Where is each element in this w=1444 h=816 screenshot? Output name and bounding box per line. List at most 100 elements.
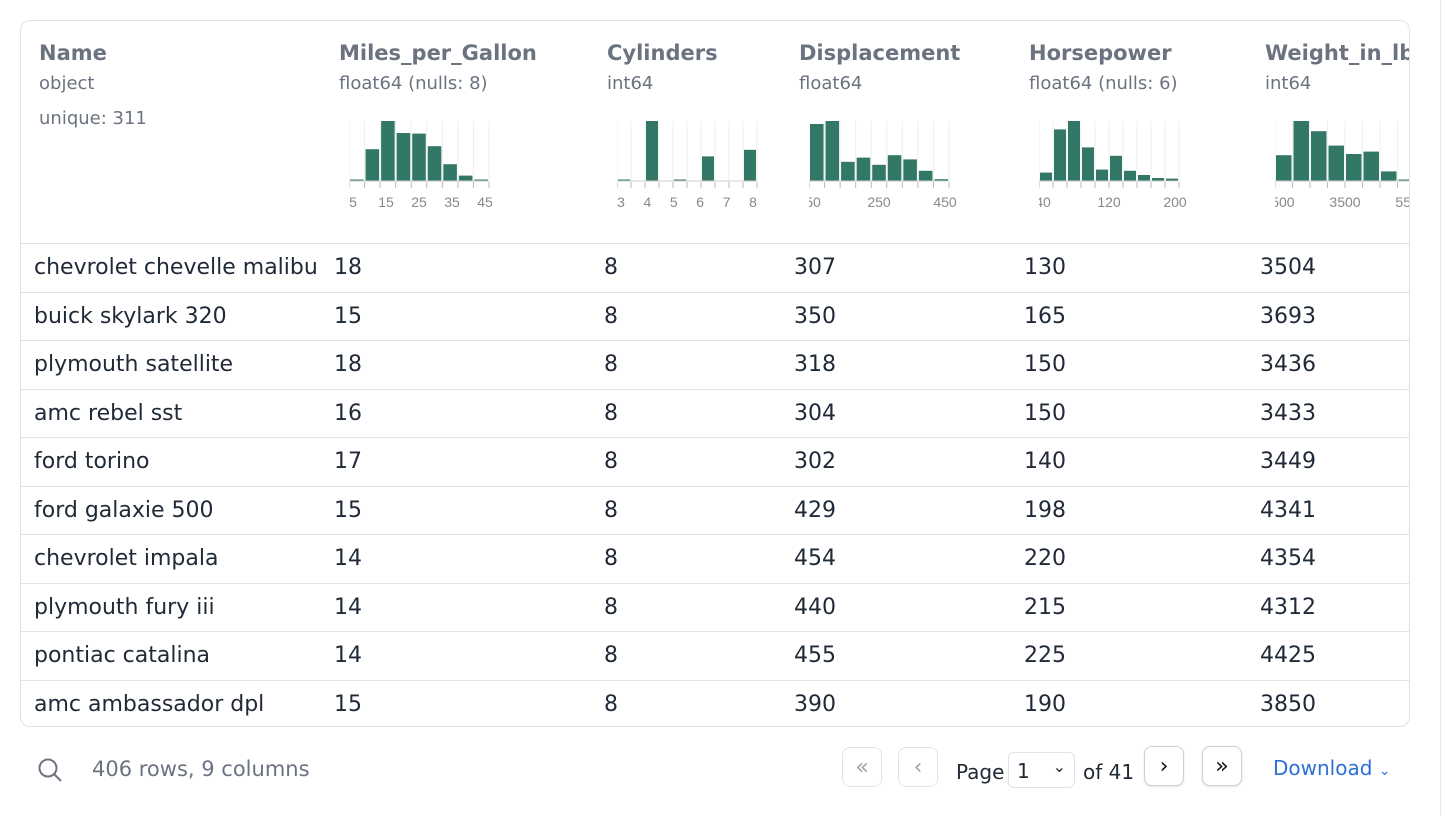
column-header-1[interactable]: Miles_per_Gallon float64 (nulls: 8) [339,41,537,94]
table-row[interactable]: chevrolet chevelle malibu 18 8 307 130 3504 [21,244,1409,293]
table-cell: 455 [794,643,836,668]
column-name: Horsepower [1029,41,1172,65]
table-cell: 14 [334,643,362,668]
histogram-bar [810,124,824,181]
histogram-bar [618,179,630,181]
table-row[interactable]: pontiac catalina 14 8 455 225 4425 [21,632,1409,681]
histogram-bar [458,175,473,181]
table-cell: 130 [1024,255,1066,280]
column-type: int64 [1265,73,1312,94]
tick-label: 250 [867,194,891,210]
tick-label: 1500 [1275,194,1295,210]
table-row[interactable]: plymouth fury iii 14 8 440 215 4312 [21,584,1409,632]
table-row[interactable]: ford galaxie 500 15 8 429 198 4341 [21,487,1409,535]
table-cell: 150 [1024,400,1066,426]
histogram-bar [427,146,442,181]
column-type: object [39,73,95,94]
tick-label: 45 [477,194,493,210]
table-cell: 15 [334,691,362,717]
tick-label: 200 [1163,194,1187,210]
table-cell: plymouth satellite [34,352,234,377]
page-select-value: 1 [1017,759,1030,783]
histogram-bar [1096,169,1108,181]
tick-label: 7 [723,194,731,210]
page-select[interactable]: 1 ⌄ [1008,752,1075,788]
scrollbar-track[interactable] [1440,0,1441,816]
histogram-bar [856,157,871,181]
histogram: 50 250 450 [809,121,957,210]
table-cell: 150 [1024,352,1066,377]
table-row[interactable]: plymouth satellite 18 8 318 150 3436 [21,341,1409,390]
histogram-bar [1040,172,1052,181]
histogram-bar [1110,155,1122,181]
column-header-0[interactable]: Name object unique: 311 [39,41,147,129]
column-type: int64 [607,73,654,94]
tick-label: 40 [1039,194,1051,210]
histogram-bar [1381,171,1397,181]
table-cell: 15 [334,497,362,523]
table-cell: 4425 [1260,643,1316,668]
table-cell: plymouth fury iii [34,594,215,620]
histogram-bar [1363,151,1379,181]
first-page-button[interactable]: « [842,747,882,787]
histogram-bar [841,161,855,181]
column-header-4[interactable]: Horsepower float64 (nulls: 6) [1029,41,1178,94]
column-header-5[interactable]: Weight_in_lbs int64 [1265,41,1409,94]
table-cell: pontiac catalina [34,643,211,668]
table-cell: 18 [334,352,362,377]
table-cell: 302 [794,449,836,474]
table-header: Name object unique: 311 Miles_per_Gallon … [21,21,1409,244]
histogram-bar [1138,175,1150,181]
table-cell: 140 [1024,449,1066,474]
last-page-button[interactable]: » [1202,746,1242,786]
column-header-2[interactable]: Cylinders int64 [607,41,718,94]
table-cell: chevrolet impala [34,546,219,571]
search-icon[interactable] [36,756,64,784]
page-label: Page [956,760,1005,784]
previous-page-button[interactable]: ‹ [898,747,938,787]
histogram-bar [381,121,395,181]
next-page-button[interactable]: › [1144,746,1184,786]
table-row[interactable]: ford torino 17 8 302 140 3449 [21,438,1409,487]
tick-label: 50 [809,194,821,210]
table-row[interactable]: amc rebel sst 16 8 304 150 3433 [21,390,1409,438]
table-cell: 8 [604,643,618,668]
histogram-bar [1124,170,1136,181]
column-name: Weight_in_lbs [1265,41,1409,65]
histogram-bar [1054,129,1066,181]
table-cell: 190 [1024,691,1066,717]
table-cell: 307 [794,255,836,280]
histogram-bar [1311,131,1327,181]
tick-label: 5 [670,194,678,210]
unique-count: unique: 311 [39,108,147,129]
tick-label: 5500 [1395,194,1410,210]
table-cell: 8 [604,497,618,523]
table-row[interactable]: chevrolet impala 14 8 454 220 4354 [21,535,1409,584]
download-button[interactable]: Download ⌄ [1273,756,1391,780]
table-cell: 4341 [1260,497,1316,523]
table-cell: 8 [604,400,618,426]
table-cell: 15 [334,303,362,329]
table-cell: buick skylark 320 [34,303,227,329]
column-header-3[interactable]: Displacement float64 [799,41,960,94]
table-cell: 14 [334,546,362,571]
page-total: of 41 [1083,760,1135,784]
column-name: Displacement [799,41,961,65]
table-cell: 18 [334,255,362,280]
histogram-bar [674,179,686,181]
histogram-bar [934,179,948,181]
column-name: Miles_per_Gallon [339,41,537,65]
histogram-bar [1328,145,1344,181]
column-type: float64 (nulls: 6) [1029,73,1178,94]
row-count-summary: 406 rows, 9 columns [92,757,310,781]
table-cell: 3693 [1260,303,1316,329]
table-cell: 225 [1024,643,1066,668]
table-row[interactable]: buick skylark 320 15 8 350 165 3693 [21,293,1409,341]
tick-label: 450 [933,194,957,210]
table-row[interactable]: amc ambassador dpl 15 8 390 190 3850 [21,681,1409,727]
histogram-bar [825,121,840,181]
histogram-bar [918,170,933,181]
table-cell: 318 [794,352,836,377]
histogram-bar [474,179,488,181]
table-cell: 4312 [1260,594,1316,620]
